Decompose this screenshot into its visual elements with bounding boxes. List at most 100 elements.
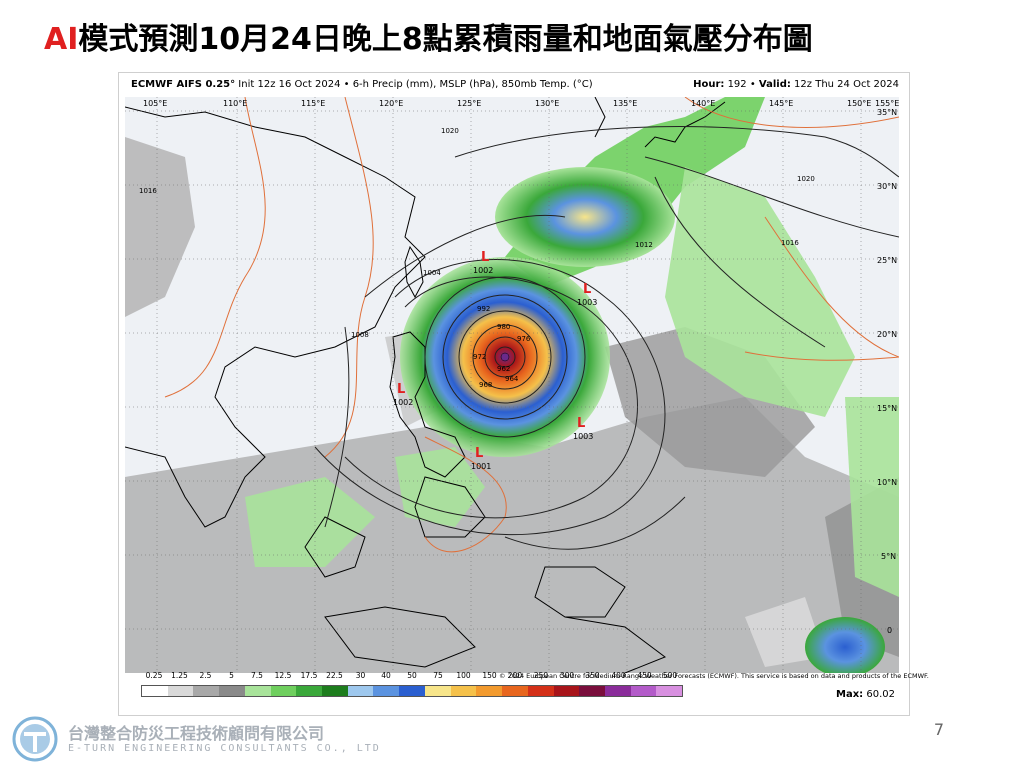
colorbar-swatch xyxy=(193,686,220,696)
colorbar-swatch xyxy=(424,686,451,696)
colorbar-label: 40 xyxy=(381,671,391,680)
max-label: Max: xyxy=(836,689,864,700)
isobar-value-labels: 1020 1016 1016 1012 1008 1004 992 980 97… xyxy=(139,127,815,389)
colorbar-label: 150 xyxy=(482,671,497,680)
low-center-value: 1002 xyxy=(473,266,493,275)
latitude-labels: 35°N 30°N 25°N 20°N 15°N 10°N 5°N 0 xyxy=(877,108,897,635)
lat-label: 30°N xyxy=(877,182,897,191)
isobar-label: 1004 xyxy=(423,269,441,277)
southeast-rain-cell xyxy=(805,617,885,673)
colorbar-swatch xyxy=(270,686,297,696)
low-center-mark: L xyxy=(583,282,591,297)
isobar-label: 1008 xyxy=(351,331,369,339)
colorbar-labels: 0.25 1.25 2.5 5 7.5 12.5 17.5 22.5 30 40… xyxy=(141,671,683,683)
colorbar-label: 500 xyxy=(662,671,678,680)
company-name-zh: 台灣整合防災工程技術顧問有限公司 xyxy=(68,724,325,743)
isobar-label: 1016 xyxy=(781,239,799,247)
isobar-label: 980 xyxy=(497,323,510,331)
lon-label: 130°E xyxy=(535,99,559,108)
lon-label: 125°E xyxy=(457,99,481,108)
slide-title: AI模式預測10月24日晚上8點累積雨量和地面氣壓分布圖 xyxy=(44,14,813,58)
precip-colorbar xyxy=(141,685,683,697)
low-center-value: 1001 xyxy=(471,462,491,471)
colorbar-swatch xyxy=(604,686,631,696)
colorbar-label: 17.5 xyxy=(300,671,318,680)
isobar-label: 964 xyxy=(505,375,519,383)
company-footer: 台灣整合防災工程技術顧問有限公司 E-TURN ENGINEERING CONS… xyxy=(12,716,612,764)
isobar-label: 992 xyxy=(477,305,490,313)
lon-label: 115°E xyxy=(301,99,325,108)
graticule xyxy=(125,97,899,673)
colorbar-swatch xyxy=(142,686,168,696)
isobar-label: 1012 xyxy=(635,241,653,249)
map-header-left: ECMWF AIFS 0.25° Init 12z 16 Oct 2024 • … xyxy=(131,79,593,90)
max-value-box: Max: 60.02 xyxy=(836,689,895,700)
company-logo-icon xyxy=(12,716,58,762)
colorbar-swatch xyxy=(553,686,580,696)
typhoon-eye xyxy=(500,352,510,362)
map-svg: 105°E 110°E 115°E 120°E 125°E 130°E 135°… xyxy=(125,97,899,673)
low-center-mark: L xyxy=(475,446,483,461)
model-name: ECMWF AIFS 0.25° xyxy=(131,79,236,90)
colorbar-label: 30 xyxy=(355,671,366,680)
isobar-label: 976 xyxy=(517,335,531,343)
low-center-value: 1002 xyxy=(393,398,413,407)
colorbar-label: 12.5 xyxy=(274,671,292,680)
colorbar-label: 250 xyxy=(533,671,549,680)
map-area: 105°E 110°E 115°E 120°E 125°E 130°E 135°… xyxy=(125,97,899,673)
page-number: 7 xyxy=(933,720,944,739)
init-info: Init 12z 16 Oct 2024 • 6-h Precip (mm), … xyxy=(235,79,593,90)
lon-label: 120°E xyxy=(379,99,403,108)
lon-label: 155°E xyxy=(875,99,899,108)
isobar-label: 972 xyxy=(473,353,486,361)
colorbar-swatch xyxy=(630,686,657,696)
isobars xyxy=(314,126,899,550)
colorbar-swatch xyxy=(244,686,271,696)
lat-label: 35°N xyxy=(877,108,897,117)
forecast-map-frame: ECMWF AIFS 0.25° Init 12z 16 Oct 2024 • … xyxy=(118,72,929,716)
colorbar-swatch xyxy=(527,686,554,696)
lat-label: 25°N xyxy=(877,256,897,265)
colorbar-label: 1.25 xyxy=(171,671,188,680)
title-main: 模式預測10月24日晚上8點累積雨量和地面氣壓分布圖 xyxy=(78,22,813,57)
valid-value: 12z Thu 24 Oct 2024 xyxy=(790,79,899,90)
lon-label: 135°E xyxy=(613,99,637,108)
colorbar-label: 400 xyxy=(611,671,626,680)
colorbar-swatch xyxy=(347,686,374,696)
colorbar-label: 300 xyxy=(559,671,575,680)
colorbar-label: 100 xyxy=(456,671,471,680)
isobar-label: 1016 xyxy=(139,187,157,195)
colorbar-swatch xyxy=(579,686,605,696)
colorbar-swatch xyxy=(373,686,400,696)
hour-value: 192 • xyxy=(724,79,759,90)
map-header: ECMWF AIFS 0.25° Init 12z 16 Oct 2024 • … xyxy=(131,79,899,95)
max-value: 60.02 xyxy=(863,689,895,700)
isobar-label: 1020 xyxy=(441,127,459,135)
title-ai-prefix: AI xyxy=(44,22,79,57)
lat-label: 10°N xyxy=(877,478,897,487)
lon-label: 150°E xyxy=(847,99,871,108)
lat-label: 0 xyxy=(887,626,892,635)
low-pressure-centers: L 1002 L 1003 L 1002 L 1003 L 1001 xyxy=(393,250,597,471)
colorbar-swatch xyxy=(322,686,348,696)
northern-rain-band xyxy=(495,167,675,267)
colorbar-swatch xyxy=(399,686,425,696)
lat-label: 5°N xyxy=(881,552,896,561)
colorbar-swatch xyxy=(296,686,323,696)
isobar-label: 962 xyxy=(497,365,510,373)
lon-label: 110°E xyxy=(223,99,247,108)
colorbar-label: 450 xyxy=(637,671,652,680)
low-center-value: 1003 xyxy=(573,432,593,441)
colorbar-label: 7.5 xyxy=(251,671,263,680)
colorbar-swatch xyxy=(167,686,194,696)
colorbar-swatch xyxy=(502,686,528,696)
isobar-label: 1020 xyxy=(797,175,815,183)
isobar-label: 968 xyxy=(479,381,492,389)
company-name-en: E-TURN ENGINEERING CONSULTANTS CO., LTD xyxy=(68,743,381,754)
low-center-mark: L xyxy=(481,250,489,265)
lat-label: 20°N xyxy=(877,330,897,339)
colorbar-swatch xyxy=(219,686,245,696)
low-center-mark: L xyxy=(577,416,585,431)
colorbar-label: 50 xyxy=(407,671,417,680)
valid-label: Valid: xyxy=(758,79,791,90)
